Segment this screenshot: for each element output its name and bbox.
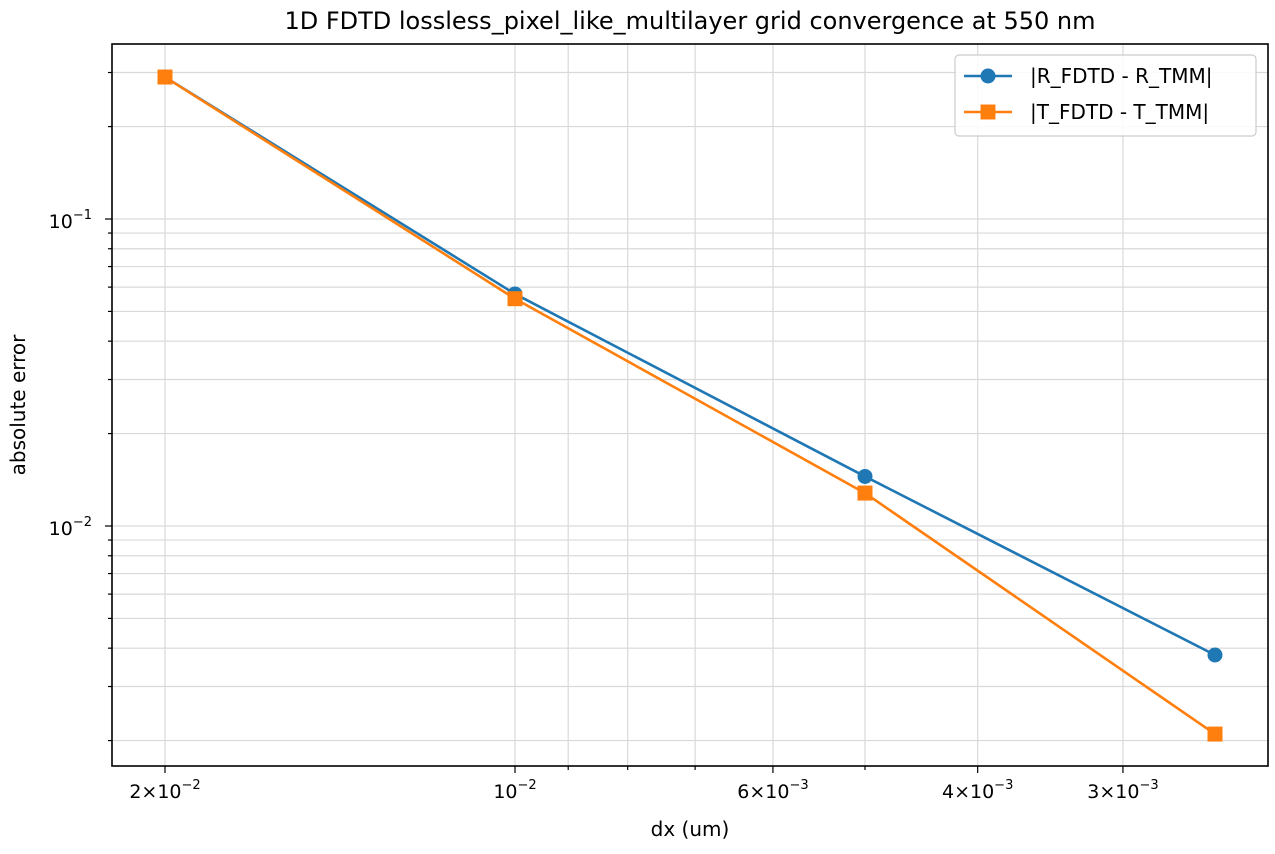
series-line-1 <box>164 75 1216 657</box>
tick-labels: 2×10−2 10−2 6×10−3 4×10−3 3×10−3 10−1 10−2 <box>49 208 1159 803</box>
chart-title: 1D FDTD lossless_pixel_like_multilayer g… <box>284 7 1095 35</box>
series-2-marker <box>857 485 873 501</box>
legend-box <box>954 54 1257 137</box>
y-tick-label: 10−2 <box>49 515 92 540</box>
series-line-2 <box>164 75 1216 736</box>
legend-marker-2 <box>980 104 996 120</box>
legend: |R_FDTD - R_TMM| |T_FDTD - T_TMM| <box>954 54 1257 137</box>
series-layer <box>157 69 1223 742</box>
series-2-marker <box>507 291 523 307</box>
x-tick-label: 10−2 <box>493 778 536 803</box>
legend-label-1: |R_FDTD - R_TMM| <box>1030 64 1212 88</box>
x-tick-label: 3×10−3 <box>1087 778 1158 803</box>
series-1-marker <box>857 468 873 484</box>
plot-frame <box>111 43 1269 767</box>
x-axis-label: dx (um) <box>651 817 730 841</box>
y-axis-label: absolute error <box>6 334 30 476</box>
y-tick-label: 10−1 <box>49 208 92 233</box>
series-2-marker <box>1207 726 1223 742</box>
grid <box>112 44 1268 766</box>
series-1-marker <box>1207 647 1223 663</box>
series-2-marker <box>157 69 173 85</box>
legend-label-2: |T_FDTD - T_TMM| <box>1030 100 1209 124</box>
x-tick-label: 2×10−2 <box>129 778 200 803</box>
x-tick-label: 6×10−3 <box>737 778 808 803</box>
legend-marker-1 <box>980 68 996 84</box>
x-tick-label: 4×10−3 <box>942 778 1013 803</box>
